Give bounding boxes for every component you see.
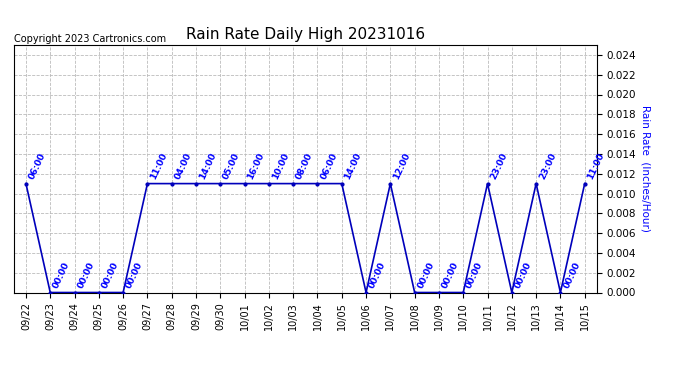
Text: 00:00: 00:00 [124, 260, 144, 290]
Text: 23:00: 23:00 [489, 151, 509, 181]
Text: 14:00: 14:00 [343, 151, 364, 181]
Text: 00:00: 00:00 [513, 260, 533, 290]
Text: Copyright 2023 Cartronics.com: Copyright 2023 Cartronics.com [14, 34, 166, 44]
Text: 00:00: 00:00 [100, 260, 120, 290]
Text: 04:00: 04:00 [173, 151, 193, 181]
Text: 05:00: 05:00 [221, 152, 242, 181]
Text: 00:00: 00:00 [464, 260, 484, 290]
Text: 00:00: 00:00 [416, 260, 436, 290]
Text: 11:00: 11:00 [149, 151, 169, 181]
Text: 11:00: 11:00 [586, 151, 607, 181]
Title: Rain Rate Daily High 20231016: Rain Rate Daily High 20231016 [186, 27, 425, 42]
Text: 00:00: 00:00 [562, 260, 582, 290]
Text: 23:00: 23:00 [538, 151, 558, 181]
Text: 10:00: 10:00 [270, 152, 290, 181]
Text: 00:00: 00:00 [76, 260, 96, 290]
Text: 06:00: 06:00 [319, 152, 339, 181]
Text: 00:00: 00:00 [52, 260, 72, 290]
Text: 14:00: 14:00 [197, 151, 217, 181]
Text: 16:00: 16:00 [246, 151, 266, 181]
Text: 06:00: 06:00 [28, 152, 48, 181]
Text: 00:00: 00:00 [368, 260, 388, 290]
Y-axis label: Rain Rate  (Inches/Hour): Rain Rate (Inches/Hour) [640, 105, 650, 232]
Text: 00:00: 00:00 [440, 260, 460, 290]
Text: 08:00: 08:00 [295, 152, 315, 181]
Text: 12:00: 12:00 [392, 151, 412, 181]
